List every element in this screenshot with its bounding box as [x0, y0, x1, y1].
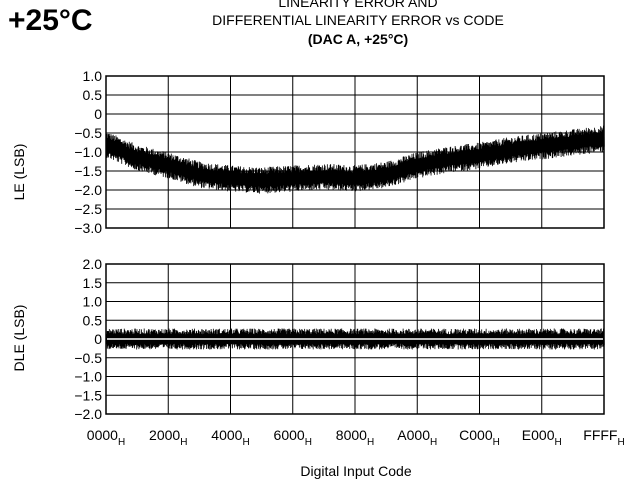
x-tick-value: 6000	[274, 427, 305, 443]
x-tick-value: FFFF	[583, 427, 617, 443]
le-y-axis-label: LE (LSB)	[11, 144, 27, 201]
le-y-tick-label: −1.5	[74, 163, 102, 179]
le-y-tick-label: −0.5	[74, 125, 102, 141]
x-tick-subscript: H	[430, 437, 437, 448]
chart-title-line-3: (DAC A, +25°C)	[307, 31, 409, 47]
dle-y-tick-label: 1.0	[83, 294, 103, 310]
temperature-label: +25°C	[8, 4, 93, 37]
x-tick-subscript: H	[554, 437, 561, 448]
dle-plot: 2.0 1.5 1.0 0.5 0 −0.5 −1.0 −1.5 −2.0	[74, 256, 605, 422]
x-tick-value: A000	[397, 427, 430, 443]
le-y-tick-label: 0.5	[83, 87, 103, 103]
x-tick-subscript: H	[242, 437, 249, 448]
x-tick-subscript: H	[617, 437, 624, 448]
x-tick-label: FFFFH	[583, 427, 624, 448]
le-plot: 1.0 0.5 0 −0.5 −1.0 −1.5 −2.0 −2.5 −3.0	[74, 68, 605, 236]
x-tick-value: 2000	[149, 427, 180, 443]
chart-title-line-2: DIFFERENTIAL LINEARITY ERROR vs CODE	[212, 12, 504, 28]
le-y-tick-label: 1.0	[83, 68, 103, 84]
dle-y-tick-label: 0	[94, 331, 102, 347]
dle-y-tick-label: −0.5	[74, 350, 102, 366]
le-y-tick-label: −1.0	[74, 144, 102, 160]
dle-y-tick-label: −1.5	[74, 387, 102, 403]
dle-y-axis-label: DLE (LSB)	[11, 305, 27, 372]
x-tick-subscript: H	[367, 437, 374, 448]
x-tick-value: E000	[522, 427, 555, 443]
dle-y-tick-label: −2.0	[74, 406, 102, 422]
dle-y-tick-label: 0.5	[83, 312, 103, 328]
x-tick-label: 0000H	[87, 427, 125, 448]
x-tick-subscript: H	[118, 437, 125, 448]
x-tick-label: 4000H	[211, 427, 249, 448]
x-tick-label: 8000H	[336, 427, 374, 448]
dle-y-tick-label: 2.0	[83, 256, 103, 272]
le-series-trace	[105, 125, 605, 194]
dle-y-tick-label: 1.5	[83, 275, 103, 291]
le-y-tick-label: −3.0	[74, 220, 102, 236]
x-tick-value: 0000	[87, 427, 118, 443]
x-tick-subscript: H	[180, 437, 187, 448]
dle-y-tick-label: −1.0	[74, 369, 102, 385]
le-y-tick-label: 0	[94, 106, 102, 122]
x-tick-label: 2000H	[149, 427, 187, 448]
le-y-tick-label: −2.0	[74, 182, 102, 198]
chart-title-line-1: LINEARITY ERROR AND	[278, 0, 438, 10]
x-tick-label: A000H	[397, 427, 437, 448]
x-axis-label: Digital Input Code	[300, 463, 412, 479]
x-tick-label: E000H	[522, 427, 562, 448]
dle-series-trace	[105, 328, 605, 350]
x-tick-value: 8000	[336, 427, 367, 443]
x-tick-label: 6000H	[274, 427, 312, 448]
x-tick-label: C000H	[459, 427, 500, 448]
x-tick-value: 4000	[211, 427, 242, 443]
le-y-tick-label: −2.5	[74, 201, 102, 217]
x-tick-subscript: H	[305, 437, 312, 448]
x-axis: 0000H 2000H 4000H 6000H 8000H A000H C000H E000H…	[87, 427, 625, 448]
x-tick-value: C000	[459, 427, 493, 443]
x-tick-subscript: H	[493, 437, 500, 448]
